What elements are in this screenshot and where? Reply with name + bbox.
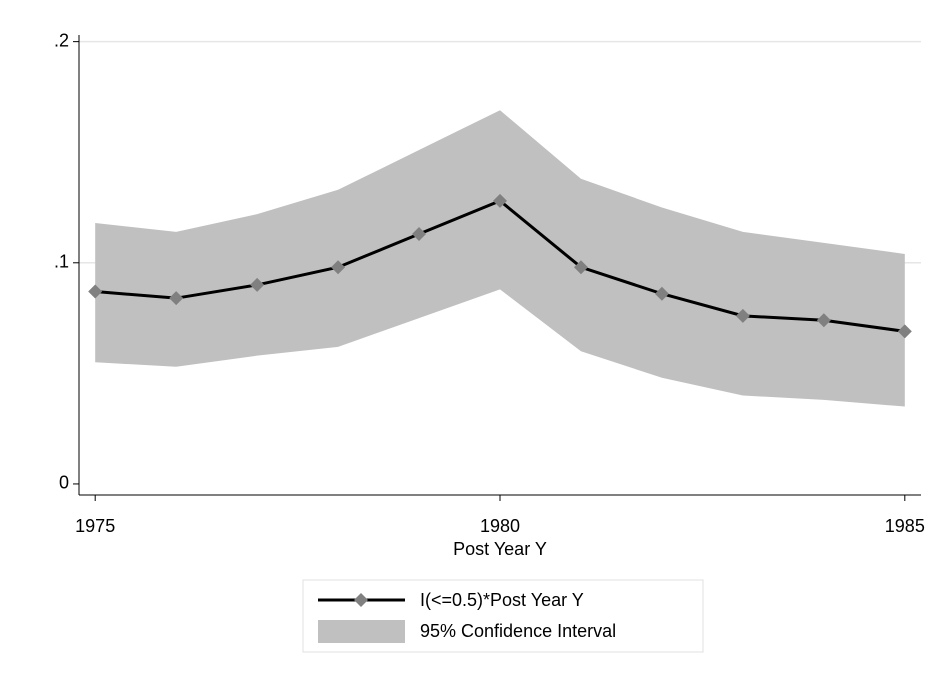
legend-swatch xyxy=(318,620,405,643)
legend-label: 95% Confidence Interval xyxy=(420,621,616,641)
x-tick-label: 1980 xyxy=(480,516,520,536)
y-tick-label: 0 xyxy=(59,473,69,493)
y-tick-label: .2 xyxy=(54,30,69,50)
marker xyxy=(169,291,184,306)
marker xyxy=(331,260,346,275)
x-axis-label: Post Year Y xyxy=(453,539,547,559)
legend-label: I(<=0.5)*Post Year Y xyxy=(420,590,584,610)
marker xyxy=(654,286,669,301)
marker xyxy=(250,277,265,292)
marker xyxy=(412,227,427,242)
marker xyxy=(735,308,750,323)
legend-marker xyxy=(354,593,368,607)
marker xyxy=(897,324,912,339)
marker xyxy=(493,193,507,208)
confidence-band xyxy=(95,110,905,407)
x-tick-label: 1975 xyxy=(75,516,115,536)
marker xyxy=(816,313,831,328)
marker xyxy=(88,284,103,299)
y-tick-label: .1 xyxy=(54,252,69,272)
marker xyxy=(573,260,588,275)
x-tick-label: 1985 xyxy=(885,516,925,536)
